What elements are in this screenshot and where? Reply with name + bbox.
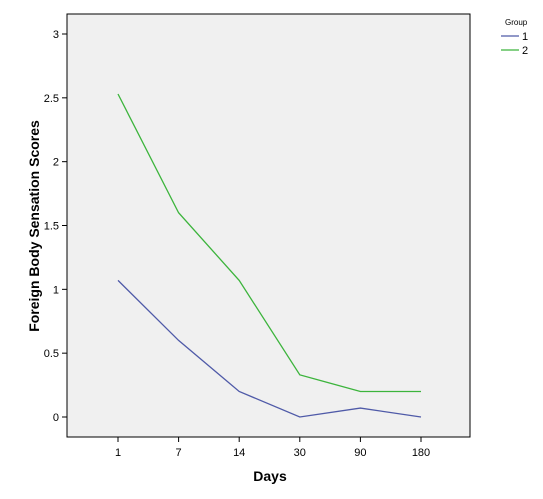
series-lines <box>117 93 422 418</box>
y-tick-label: 2 <box>53 157 59 169</box>
series-line-2 <box>117 93 421 393</box>
series-line-1 <box>117 279 422 418</box>
legend-title: Group <box>505 18 528 27</box>
x-tick-label: 1 <box>115 447 121 459</box>
legend: Group 1 2 <box>501 18 528 57</box>
x-tick-label: 30 <box>294 447 306 459</box>
y-tick-label: 3 <box>53 29 59 41</box>
x-axis-title: Days <box>253 468 287 484</box>
x-axis: 1 7 14 30 90 180 <box>115 437 430 459</box>
plot-area <box>66 13 471 438</box>
y-axis: 0 0.5 1 1.5 2 2.5 3 <box>44 29 67 424</box>
y-tick-label: 1.5 <box>44 221 59 233</box>
y-axis-title: Foreign Body Sensation Scores <box>26 120 42 332</box>
y-tick-label: 2.5 <box>44 93 59 105</box>
y-tick-label: 0.5 <box>44 348 59 360</box>
legend-label-2: 2 <box>522 45 528 57</box>
x-tick-label: 90 <box>354 447 366 459</box>
x-tick-label: 180 <box>412 447 430 459</box>
legend-label-1: 1 <box>522 31 528 43</box>
x-tick-label: 7 <box>176 447 182 459</box>
x-tick-label: 14 <box>233 447 245 459</box>
y-tick-label: 1 <box>53 284 59 296</box>
y-tick-label: 0 <box>53 412 59 424</box>
